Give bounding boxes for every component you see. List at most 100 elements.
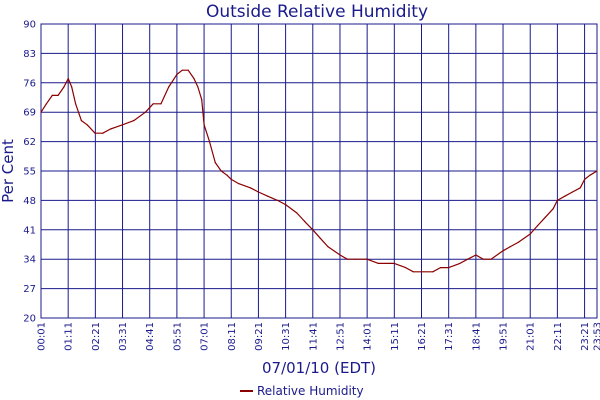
data-point — [339, 254, 341, 256]
data-point — [319, 237, 321, 239]
y-tick-labels: 20 27 34 41 48 55 62 69 76 83 90 — [23, 20, 36, 325]
data-point — [267, 195, 269, 197]
data-point — [208, 141, 211, 143]
data-point — [203, 124, 205, 126]
data-point — [176, 73, 178, 75]
x-tick-label: 07:01 — [200, 322, 211, 351]
data-point — [296, 212, 298, 214]
series-layer — [40, 69, 598, 273]
y-tick-label: 90 — [23, 20, 36, 31]
data-point — [214, 162, 216, 164]
data-point — [412, 271, 414, 273]
data-point — [201, 99, 203, 101]
x-tick-label: 14:01 — [363, 322, 374, 351]
data-point — [448, 267, 450, 269]
data-point — [133, 120, 135, 122]
data-point — [502, 250, 504, 252]
data-point — [405, 267, 407, 269]
data-point — [197, 86, 199, 88]
grid-lines — [40, 23, 598, 319]
data-point — [276, 199, 279, 201]
data-point — [556, 199, 559, 201]
y-tick-label: 62 — [23, 137, 36, 148]
data-point — [187, 69, 189, 71]
data-point — [377, 262, 379, 264]
data-point — [482, 258, 484, 260]
data-point — [71, 86, 73, 88]
data-point — [63, 86, 65, 88]
x-tick-label: 15:11 — [390, 322, 401, 351]
x-tick-label: 01:11 — [64, 322, 75, 351]
data-point — [354, 258, 356, 260]
x-tick-label: 21:01 — [526, 322, 537, 351]
data-point — [45, 103, 48, 105]
data-point — [475, 254, 477, 256]
x-tick-label: 04:41 — [145, 322, 156, 351]
data-point — [432, 271, 434, 273]
data-point — [160, 103, 162, 105]
data-point — [86, 124, 88, 126]
data-point — [94, 132, 96, 134]
y-tick-label: 55 — [23, 167, 36, 178]
data-point — [584, 178, 586, 180]
data-point — [509, 246, 511, 248]
data-point — [249, 187, 251, 189]
data-point — [552, 208, 554, 210]
data-point — [596, 170, 598, 172]
y-tick-label: 48 — [23, 196, 36, 207]
data-point — [40, 111, 42, 113]
data-point — [537, 225, 539, 227]
data-point — [312, 229, 314, 231]
x-tick-label: 16:21 — [417, 322, 428, 351]
data-point — [121, 124, 124, 126]
x-tick-label: 17:31 — [444, 322, 455, 351]
y-tick-label: 41 — [23, 225, 36, 236]
x-tick-label: 09:21 — [254, 322, 265, 351]
y-tick-label: 69 — [23, 108, 36, 119]
y-tick-label: 76 — [23, 78, 36, 89]
data-point — [490, 258, 492, 260]
data-point — [459, 262, 461, 264]
data-point — [529, 233, 531, 235]
data-point — [579, 187, 581, 189]
x-axis-label: 07/01/10 (EDT) — [262, 359, 376, 377]
data-point — [220, 170, 222, 172]
data-point — [564, 195, 566, 197]
data-point — [102, 132, 104, 134]
data-point — [152, 103, 154, 105]
data-point — [181, 69, 183, 71]
data-point — [285, 204, 287, 206]
data-point — [420, 271, 423, 273]
data-point — [80, 120, 82, 122]
y-tick-label: 83 — [23, 49, 36, 60]
data-point — [393, 262, 395, 264]
x-tick-label: 23:53 — [593, 322, 600, 351]
data-point — [238, 183, 240, 185]
x-tick-label: 18:41 — [471, 322, 482, 351]
data-point — [544, 216, 547, 218]
data-point — [193, 78, 195, 80]
x-tick-label: 19:51 — [499, 322, 510, 351]
data-point — [571, 191, 574, 193]
data-point — [230, 178, 232, 180]
series-line-relative-humidity — [40, 69, 598, 273]
data-point — [75, 103, 77, 105]
x-tick-labels: 00:01 01:11 02:21 03:31 04:41 05:51 07:01 08:11… — [37, 322, 600, 351]
data-point — [346, 258, 348, 260]
x-tick-label: 02:21 — [91, 322, 102, 351]
data-point — [304, 220, 306, 222]
data-point — [467, 258, 469, 260]
chart-title: Outside Relative Humidity — [206, 2, 428, 22]
x-tick-label: 03:31 — [118, 322, 129, 351]
data-point — [366, 258, 368, 260]
legend: Relative Humidity — [240, 384, 364, 398]
x-tick-label: 12:51 — [335, 322, 346, 351]
x-tick-label: 10:31 — [281, 322, 292, 351]
y-tick-label: 34 — [23, 255, 36, 266]
data-point — [57, 94, 59, 96]
x-tick-label: 23:21 — [580, 322, 591, 351]
y-tick-label: 20 — [23, 314, 36, 325]
x-tick-label: 08:11 — [227, 322, 238, 351]
x-tick-label: 22:11 — [553, 322, 564, 351]
